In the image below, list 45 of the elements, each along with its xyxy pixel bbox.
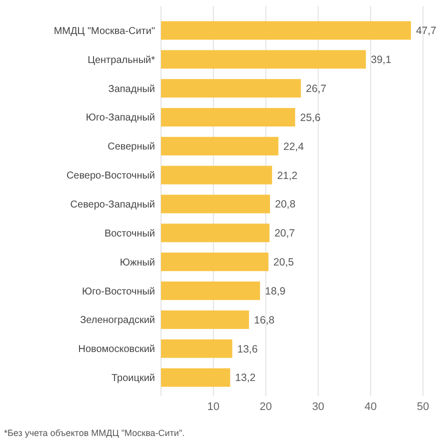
y-tick-label: ММДЦ "Москва-Сити"	[54, 26, 156, 37]
bar	[161, 21, 411, 40]
bar	[161, 194, 270, 214]
y-tick-label: Троицкий	[111, 373, 155, 384]
x-tick-label: 10	[207, 401, 220, 413]
y-tick-label: Северо-Восточный	[66, 170, 155, 182]
data-label: 13,2	[235, 372, 256, 384]
data-label: 20,8	[274, 198, 296, 211]
y-tick-label: Южный	[120, 257, 155, 268]
data-label: 16,8	[254, 314, 275, 326]
bar	[161, 50, 366, 69]
bar	[161, 166, 272, 184]
x-tick-label: 50	[416, 401, 430, 413]
y-tick-label: Юго-Западный	[86, 112, 155, 124]
data-label: 18,9	[265, 285, 286, 298]
data-label: 26,7	[306, 82, 327, 95]
data-label: 13,6	[237, 343, 258, 356]
data-label: 25,6	[300, 112, 321, 124]
data-label: 20,5	[273, 256, 294, 269]
x-tick-label: 40	[364, 401, 377, 413]
bar	[161, 108, 296, 126]
bar	[161, 339, 232, 358]
bar	[161, 79, 301, 98]
y-tick-label: Западный	[108, 84, 155, 95]
data-label: 47,7	[416, 25, 437, 38]
x-tick-label: 20	[260, 401, 272, 413]
y-tick-label: Центральный*	[88, 54, 156, 66]
y-tick-label: Юго-Восточный	[82, 286, 155, 298]
x-tick-label: 30	[312, 401, 324, 413]
text: *Без учета объектов ММДЦ "Москва-Сити".	[4, 428, 185, 438]
y-tick-label: Зеленоградский	[80, 315, 155, 326]
y-tick-label: Северный	[108, 142, 155, 153]
data-label: 21,2	[277, 170, 298, 182]
data-label: 22,4	[283, 140, 304, 153]
bar	[161, 136, 278, 156]
bar	[161, 282, 260, 300]
bar	[161, 224, 270, 242]
bar	[161, 368, 230, 387]
data-label: 39,1	[370, 54, 392, 66]
data-label: 20,7	[274, 228, 296, 240]
y-tick-label: Новомосковский	[78, 344, 155, 356]
y-tick-label: Северо-Западный	[70, 200, 155, 210]
bar	[161, 310, 250, 329]
bar	[161, 252, 268, 272]
y-tick-label: Восточный	[104, 228, 155, 240]
